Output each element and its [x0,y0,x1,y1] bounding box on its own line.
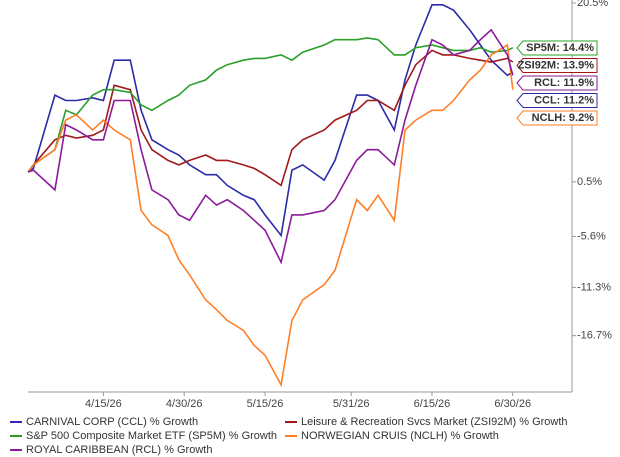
series-line [27,3,514,238]
legend-label: S&P 500 Composite Market ETF (SP5M) % Gr… [26,430,277,442]
x-tick-label: 4/30/26 [166,398,203,410]
end-label-box [516,93,598,108]
series-line [27,49,514,187]
legend-label: CARNIVAL CORP (CCL) % Growth [26,416,198,428]
x-tick-label: 4/15/26 [85,398,122,410]
end-label: NCLH: 9.2% [532,112,595,124]
legend-label: ROYAL CARIBBEAN (RCL) % Growth [26,444,212,456]
series-line [27,43,514,388]
end-label-box [516,75,598,91]
y-tick-label: -5.6% [577,230,606,242]
x-tick-label: 5/15/26 [247,398,284,410]
y-tick-label: 0.5% [577,176,602,188]
end-label: SP5M: 14.4% [526,42,594,54]
legend-label: Leisure & Recreation Svcs Market (ZSI92M… [301,416,568,428]
x-tick-label: 6/30/26 [494,398,531,410]
end-label-box [516,58,598,73]
y-tick-label: 20.5% [577,0,608,9]
y-tick-label: -16.7% [577,330,612,342]
end-label-box [516,40,598,56]
end-label: ZSI92M: 13.9% [518,59,595,71]
end-label: CCL: 11.2% [534,94,594,106]
x-tick-label: 5/31/26 [333,398,370,410]
y-tick-label: -11.3% [577,281,611,293]
series-line [27,28,514,265]
end-label-box [516,110,598,126]
series-line [27,37,514,173]
x-tick-label: 6/15/26 [414,398,451,410]
legend-label: NORWEGIAN CRUIS (NCLH) % Growth [301,430,499,442]
end-label: RCL: 11.9% [534,77,594,89]
